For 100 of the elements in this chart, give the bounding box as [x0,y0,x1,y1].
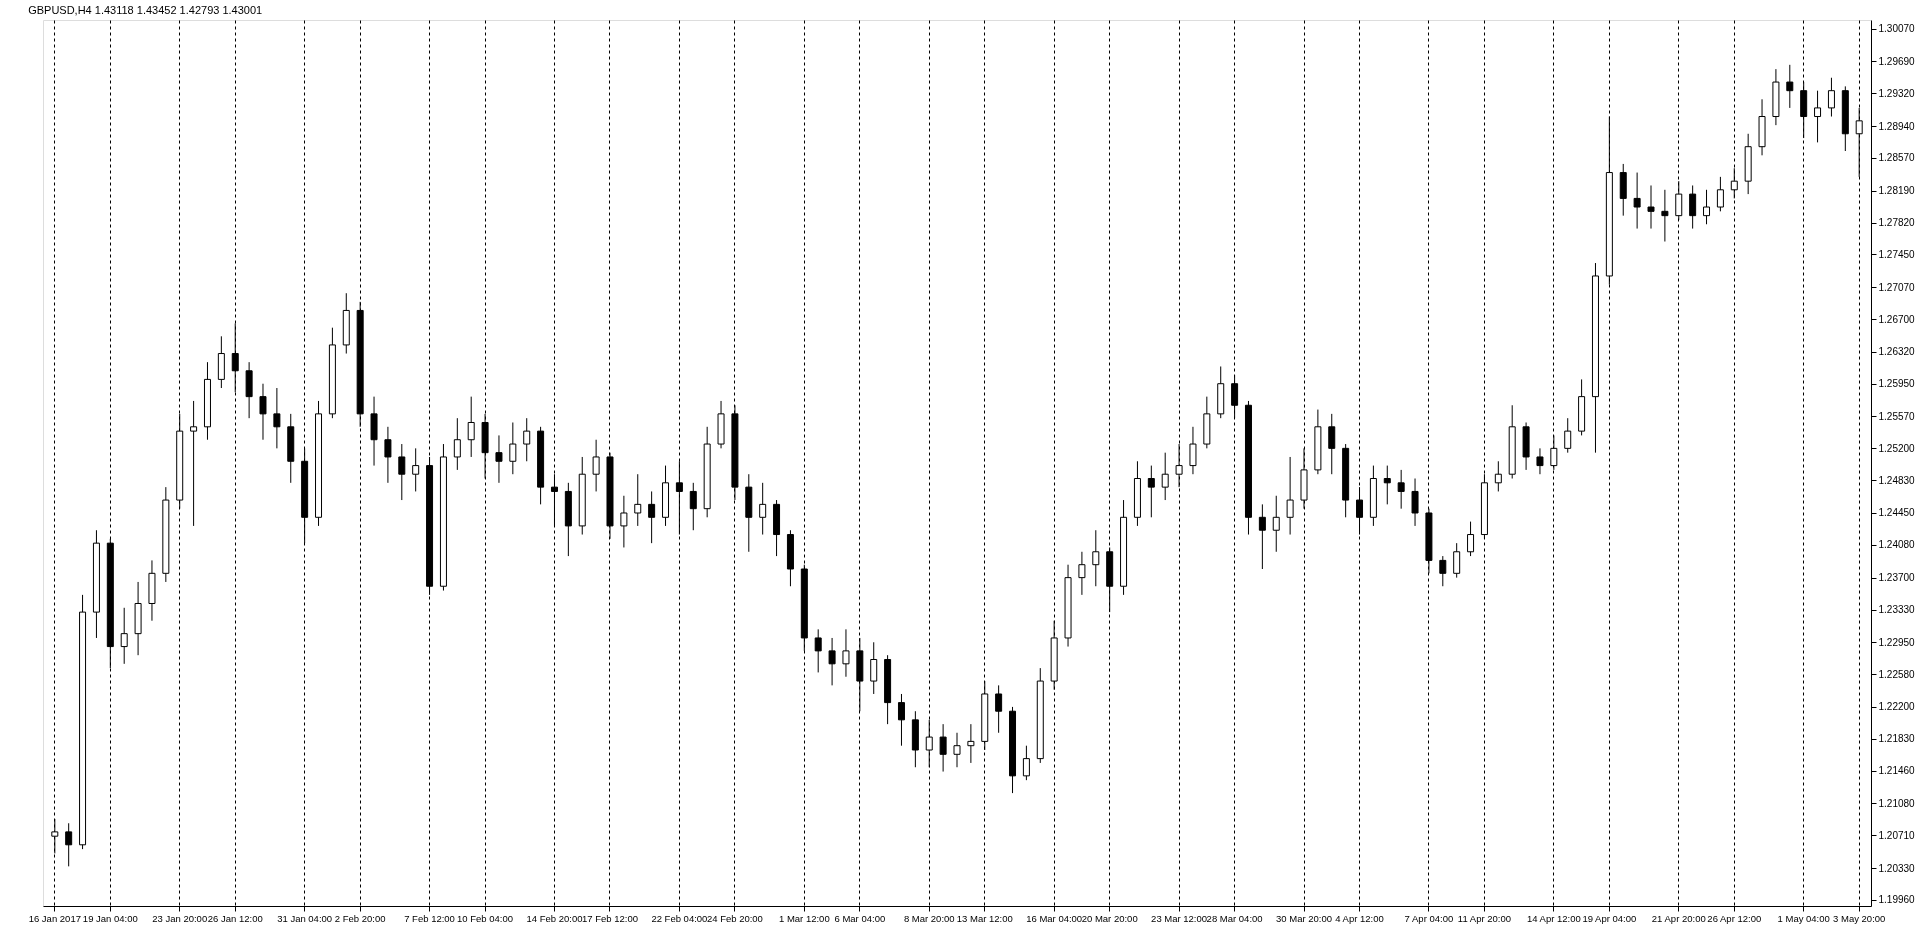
candlestick [1328,413,1336,475]
x-tick-label: 23 Mar 12:00 [1151,912,1208,924]
x-tick-label: 7 Feb 12:00 [404,912,455,924]
candlestick [1411,478,1419,527]
y-tick-label: 1.23330 [1878,604,1916,616]
candlestick [65,822,73,867]
candlestick [1536,447,1544,475]
y-tick-label: 1.22950 [1878,636,1916,648]
x-tick-label: 1 May 04:00 [1777,912,1830,924]
x-tick-label: 13 Mar 12:00 [956,912,1013,924]
x-tick-label: 14 Feb 20:00 [526,912,583,924]
candlestick [828,637,836,686]
candlestick [1286,456,1294,536]
x-tick-label: 21 Apr 20:00 [1651,912,1706,924]
candlestick [1383,465,1391,505]
y-tick-label: 1.26700 [1878,313,1916,325]
y-tick-label: 1.25570 [1878,410,1916,422]
chart-title: GBPUSD,H4 1.43118 1.43452 1.42793 1.43001 [28,4,263,16]
candlestick [412,447,420,492]
candlestick [1661,189,1669,242]
x-tick-label: 31 Jan 04:00 [277,912,333,924]
candlestick [939,723,947,773]
y-tick-label: 1.22580 [1878,668,1916,680]
candlestick [620,495,628,548]
x-tick-label: 7 Apr 04:00 [1404,912,1454,924]
y-tick-label: 1.24450 [1878,507,1916,519]
x-tick-label: 4 Apr 12:00 [1335,912,1384,924]
candlestick [1092,529,1100,587]
y-tick-label: 1.19960 [1878,894,1916,906]
candlestick [1814,90,1822,143]
y-tick-label: 1.20330 [1878,862,1916,874]
x-tick-label: 28 Mar 04:00 [1206,912,1263,924]
candlestick [634,473,642,527]
x-tick-label: 16 Mar 04:00 [1026,912,1083,924]
candlestick [453,417,461,471]
candlestick [467,396,475,458]
candlestick [1397,469,1405,510]
candlestick [814,628,822,673]
x-tick-label: 10 Feb 04:00 [457,912,514,924]
y-tick-label: 1.21830 [1878,733,1916,745]
x-tick-label: 30 Mar 20:00 [1276,912,1332,924]
candlestick [1564,417,1572,454]
y-tick-label: 1.21460 [1878,765,1916,777]
candlestick [1147,465,1155,518]
x-tick-label: 11 Apr 20:00 [1457,912,1512,924]
y-tick-label: 1.30070 [1878,23,1916,35]
y-tick-label: 1.27450 [1878,248,1916,260]
y-tick-label: 1.25950 [1878,378,1916,390]
candlestick [953,732,961,768]
candlestick [1786,64,1794,109]
x-tick-label: 24 Feb 20:00 [706,912,763,924]
candlestick [1258,503,1266,570]
x-tick-label: 20 Mar 20:00 [1081,912,1138,924]
y-tick-label: 1.25200 [1878,442,1916,454]
candlestick [689,482,697,531]
candlestick [1022,745,1030,781]
candlestick [190,400,198,527]
candlestick [870,641,878,695]
candlestick [1439,555,1447,587]
candlestick [1716,176,1724,212]
candlestick [495,434,503,484]
x-tick-label: 19 Apr 04:00 [1582,912,1637,924]
candlestick [842,628,850,678]
candlestick [1161,452,1169,501]
x-tick-label: 17 Feb 12:00 [582,912,638,924]
y-tick-label: 1.26320 [1878,346,1916,358]
candlestick [523,417,531,462]
candlestick [1633,172,1641,230]
candlestick [967,723,975,764]
x-tick-label: 19 Jan 04:00 [82,912,138,924]
candlestick [1189,426,1197,475]
x-tick-label: 1 Mar 12:00 [778,912,830,924]
y-tick-label: 1.28190 [1878,185,1916,197]
candlestick [120,607,128,665]
candlestick [1453,542,1461,579]
candlestick [1467,521,1475,557]
candlestick [1494,460,1502,492]
y-tick-label: 1.27070 [1878,281,1916,293]
y-tick-label: 1.20710 [1878,829,1916,841]
candlestick [648,490,656,544]
y-tick-label: 1.28570 [1878,152,1916,164]
x-tick-label: 8 Mar 20:00 [903,912,955,924]
candlestick [1689,184,1697,230]
x-tick-label: 2 Feb 20:00 [334,912,386,924]
x-tick-label: 6 Mar 04:00 [834,912,886,924]
y-tick-label: 1.22200 [1878,701,1916,713]
y-tick-label: 1.23700 [1878,572,1916,584]
candlestick [995,684,1003,734]
candlestick [509,421,517,475]
candlestick [51,818,59,854]
x-tick-label: 22 Feb 04:00 [651,912,708,924]
candlestick [1078,551,1086,596]
candlestick [1647,184,1655,230]
y-tick-label: 1.27820 [1878,217,1916,229]
candlestick [1272,495,1280,553]
x-tick-label: 3 May 20:00 [1833,912,1886,924]
y-tick-label: 1.29690 [1878,55,1916,67]
candlestick [1827,77,1835,118]
y-tick-label: 1.24830 [1878,474,1916,486]
candlestick [759,482,767,536]
